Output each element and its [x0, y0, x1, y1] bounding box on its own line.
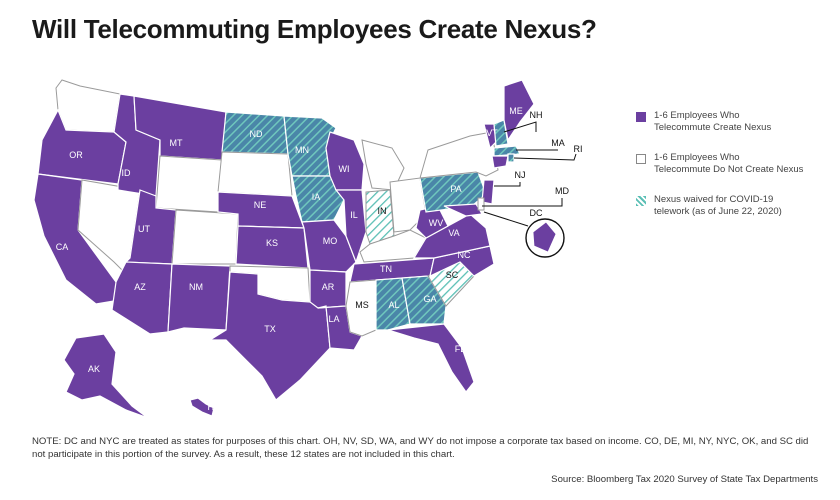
label-nc: NC: [458, 250, 471, 260]
label-nd: ND: [250, 129, 263, 139]
label-hi: HI: [208, 402, 217, 412]
legend-text-waived: Nexus waived for COVID-19 telework (as o…: [654, 194, 782, 218]
label-ia: IA: [312, 192, 321, 202]
label-az: AZ: [134, 282, 146, 292]
label-vt: VT: [486, 128, 498, 138]
legend-item-waived: Nexus waived for COVID-19 telework (as o…: [636, 194, 782, 218]
state-va: [412, 213, 491, 259]
label-fl: FL: [455, 344, 466, 354]
label-nm: NM: [189, 282, 203, 292]
state-nh: [493, 119, 509, 147]
state-ak: [63, 333, 149, 419]
label-la: LA: [328, 314, 339, 324]
state-ky: [359, 229, 427, 263]
callout-ri: RI: [574, 144, 583, 154]
state-wy: [155, 155, 223, 213]
state-fl: [387, 323, 475, 394]
label-in: IN: [378, 206, 387, 216]
label-tx: TX: [264, 324, 276, 334]
state-wa: [55, 79, 121, 133]
label-mn: MN: [295, 145, 309, 155]
label-ak: AK: [88, 364, 100, 374]
state-sd: [217, 151, 293, 197]
callout-ma: MA: [551, 138, 565, 148]
label-ca: CA: [56, 242, 69, 252]
footnote: NOTE: DC and NYC are treated as states f…: [32, 436, 809, 460]
legend-text-not-create: 1-6 Employees Who Telecommute Do Not Cre…: [654, 152, 803, 176]
label-mt: MT: [170, 138, 183, 148]
state-ma: [493, 145, 521, 157]
legend-swatch-purple: [636, 112, 646, 122]
label-sc: SC: [446, 270, 459, 280]
page-title: Will Telecommuting Employees Create Nexu…: [32, 14, 597, 44]
label-ar: AR: [322, 282, 335, 292]
state-wi: [325, 131, 365, 191]
ri-leader-line: [513, 153, 577, 161]
label-ks: KS: [266, 238, 278, 248]
legend-item-create-nexus: 1-6 Employees Who Telecommute Create Nex…: [636, 110, 771, 134]
label-va: VA: [448, 228, 459, 238]
nh-leader-line: [503, 121, 537, 133]
state-md: [443, 203, 483, 217]
label-mo: MO: [323, 236, 338, 246]
legend-create-line1: 1-6 Employees Who: [654, 110, 740, 121]
state-nj: [481, 179, 495, 205]
label-il: IL: [350, 210, 358, 220]
legend-create-line2: Telecommute Create Nexus: [654, 122, 772, 133]
label-ut: UT: [138, 224, 150, 234]
label-or: OR: [69, 150, 83, 160]
state-tx: [207, 271, 331, 401]
label-id: ID: [122, 168, 132, 178]
state-me: [503, 79, 535, 142]
legend-item-not-create-nexus: 1-6 Employees Who Telecommute Do Not Cre…: [636, 152, 803, 176]
state-nm: [167, 263, 231, 333]
nj-leader-line: [494, 182, 521, 187]
label-ms: MS: [355, 300, 369, 310]
legend-waived-line1: Nexus waived for COVID-19: [654, 194, 774, 205]
label-ne: NE: [254, 200, 267, 210]
source-credit: Source: Bloomberg Tax 2020 Survey of Sta…: [551, 474, 818, 485]
legend-not-create-line2: Telecommute Do Not Create Nexus: [654, 164, 804, 175]
state-il: [334, 189, 367, 264]
callout-nj: NJ: [515, 170, 526, 180]
label-me: ME: [509, 106, 523, 116]
callout-dc: DC: [530, 208, 543, 218]
state-in: [365, 189, 395, 245]
state-ri: [507, 153, 515, 163]
legend-text-create: 1-6 Employees Who Telecommute Create Nex…: [654, 110, 771, 134]
label-ga: GA: [423, 294, 436, 304]
label-pa: PA: [450, 184, 461, 194]
state-hi: [189, 397, 215, 417]
state-co: [171, 209, 239, 265]
legend-waived-line2: telework (as of June 22, 2020): [654, 206, 782, 217]
state-az: [111, 261, 173, 335]
label-wi: WI: [339, 164, 350, 174]
legend-not-create-line1: 1-6 Employees Who: [654, 152, 740, 163]
legend-swatch-hatched: [636, 196, 646, 206]
dc-leader-line: [483, 211, 529, 227]
label-wv: WV: [429, 218, 444, 228]
label-tn: TN: [380, 264, 392, 274]
callout-md: MD: [555, 186, 569, 196]
legend-swatch-white: [636, 154, 646, 164]
state-dc: [532, 221, 557, 253]
state-mo: [301, 219, 357, 273]
state-de: [477, 197, 485, 211]
label-al: AL: [388, 300, 399, 310]
state-al: [375, 277, 411, 331]
callout-nh: NH: [530, 110, 543, 120]
state-ct: [491, 155, 509, 169]
state-ny: [419, 131, 499, 179]
md-leader-line: [482, 198, 563, 207]
